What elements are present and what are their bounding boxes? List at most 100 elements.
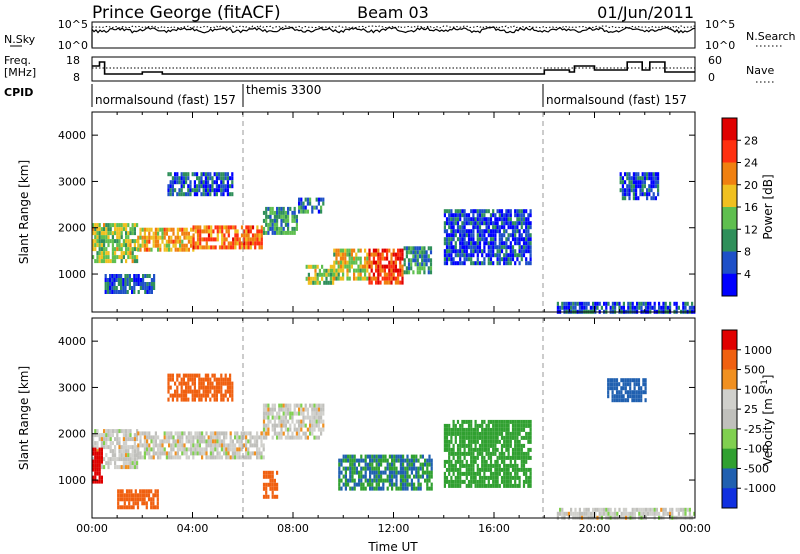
- echo-cell: [393, 462, 396, 467]
- echo-cell: [392, 248, 395, 253]
- echo-cell: [167, 381, 170, 386]
- echo-cell: [626, 382, 630, 387]
- echo-cell: [364, 486, 367, 491]
- echo-cell: [168, 247, 171, 252]
- echo-cell: [492, 419, 495, 424]
- echo-cell: [465, 245, 468, 250]
- echo-cell: [520, 463, 523, 468]
- echo-cell: [183, 443, 186, 448]
- echo-cell: [476, 435, 479, 440]
- echo-cell: [472, 229, 475, 234]
- echo-cell: [154, 235, 157, 240]
- echo-cell: [443, 241, 446, 246]
- echo-cell: [100, 447, 103, 452]
- echo-cell: [682, 301, 685, 306]
- echo-cell: [522, 229, 526, 234]
- echo-cell: [505, 221, 508, 226]
- echo-cell: [103, 251, 106, 256]
- echo-cell: [459, 423, 462, 428]
- echo-cell: [454, 261, 457, 266]
- beam-title: Beam 03: [357, 3, 429, 22]
- echo-cell: [474, 225, 477, 230]
- echo-cell: [306, 435, 309, 440]
- echo-cell: [176, 231, 179, 236]
- echo-cell: [355, 256, 358, 261]
- echo-cell: [118, 445, 121, 450]
- echo-cell: [215, 192, 218, 197]
- echo-cell: [207, 172, 210, 177]
- echo-cell: [481, 479, 484, 484]
- echo-cell: [176, 227, 179, 232]
- echo-cell: [231, 439, 234, 444]
- echo-cell: [198, 180, 201, 185]
- echo-cell: [370, 260, 373, 265]
- echo-cell: [96, 235, 99, 240]
- echo-cell: [245, 241, 248, 246]
- echo-cell: [507, 431, 510, 436]
- echo-cell: [581, 305, 584, 310]
- echo-cell: [688, 507, 691, 512]
- echo-cell: [416, 266, 419, 271]
- echo-cell: [392, 260, 395, 265]
- echo-cell: [459, 451, 462, 456]
- echo-cell: [496, 209, 499, 214]
- echo-cell: [220, 184, 223, 189]
- echo-cell: [337, 276, 340, 281]
- echo-cell: [220, 393, 223, 398]
- echo-cell: [507, 221, 510, 226]
- echo-cell: [624, 192, 627, 197]
- echo-cell: [227, 451, 230, 456]
- echo-cell: [507, 439, 510, 444]
- echo-cell: [364, 268, 367, 273]
- echo-cell: [231, 176, 234, 181]
- echo-cell: [145, 489, 148, 494]
- echo-cell: [445, 479, 449, 484]
- echo-cell: [418, 246, 422, 251]
- echo-cell: [628, 172, 631, 177]
- echo-cell: [178, 192, 181, 197]
- echo-cell: [194, 435, 197, 440]
- echo-cell: [295, 222, 298, 227]
- echo-cell: [221, 237, 224, 242]
- echo-cell: [214, 439, 217, 444]
- echo-cell: [226, 180, 229, 185]
- echo-cell: [505, 439, 508, 444]
- echo-cell: [368, 264, 371, 269]
- echo-cell: [96, 463, 99, 468]
- echo-cell: [236, 241, 239, 246]
- echo-cell: [183, 431, 186, 436]
- echo-cell: [492, 241, 495, 246]
- echo-cell: [118, 437, 121, 442]
- echo-cell: [520, 435, 523, 440]
- echo-cell: [98, 247, 101, 252]
- echo-cell: [311, 407, 314, 412]
- echo-cell: [638, 511, 641, 516]
- echo-cell: [123, 497, 126, 502]
- echo-cell: [382, 482, 385, 487]
- echo-cell: [169, 377, 172, 382]
- echo-cell: [403, 270, 406, 275]
- echo-cell: [141, 227, 144, 232]
- echo-cell: [154, 227, 157, 232]
- echo-cell: [503, 213, 506, 218]
- echo-cell: [364, 466, 367, 471]
- echo-cell: [459, 241, 462, 246]
- echo-cell: [594, 511, 597, 516]
- echo-cell: [309, 415, 312, 420]
- echo-cell: [207, 180, 210, 185]
- echo-cell: [368, 260, 371, 265]
- echo-cell: [124, 278, 127, 282]
- echo-cell: [664, 507, 667, 512]
- echo-cell: [390, 272, 393, 277]
- echo-cell: [673, 301, 676, 306]
- echo-cell: [503, 451, 506, 456]
- echo-cell: [154, 493, 157, 498]
- echo-cell: [278, 423, 281, 428]
- echo-cell: [459, 253, 462, 258]
- echo-cell: [671, 507, 674, 512]
- echo-cell: [476, 423, 479, 428]
- echo-cell: [314, 268, 317, 273]
- echo-cell: [481, 451, 484, 456]
- echo-cell: [509, 471, 512, 476]
